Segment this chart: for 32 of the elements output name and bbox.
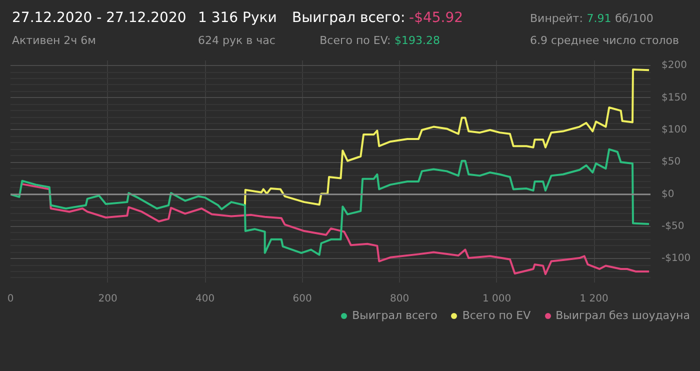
- text: Всего по EV:: [320, 34, 391, 47]
- x-tick-label: 800: [390, 294, 410, 304]
- legend-label: Выиграл без шоудауна: [556, 309, 690, 322]
- legend-label: Выиграл всего: [352, 309, 438, 322]
- y-tick-label: -$50: [662, 221, 684, 232]
- text: 6.9 среднее число столов: [530, 34, 679, 47]
- x-tick-label: 600: [292, 294, 312, 304]
- line-series: [21, 183, 650, 276]
- x-tick-label: 0: [7, 294, 14, 304]
- legend-label: Всего по EV: [462, 309, 531, 322]
- line-series: [10, 148, 650, 256]
- y-tick-label: $50: [662, 156, 681, 168]
- x-tick-label: 1 200: [580, 294, 608, 304]
- y-tick-label: $0: [662, 188, 674, 200]
- text: 624 рук в час: [198, 34, 276, 47]
- text: Выиграл всего:: [292, 10, 406, 26]
- text: Винрейт:: [530, 12, 583, 25]
- text: -$45.92: [409, 10, 464, 26]
- x-tick-label: 400: [195, 294, 215, 304]
- x-tick-label: 200: [98, 294, 118, 304]
- text: 27.12.2020 - 27.12.2020: [12, 10, 186, 26]
- text: 7.91: [586, 12, 612, 25]
- text: бб/100: [615, 12, 654, 25]
- line-series: [244, 68, 650, 206]
- y-tick-label: -$100: [662, 253, 691, 264]
- y-tick-label: $100: [662, 124, 687, 136]
- text: $193.28: [394, 34, 440, 47]
- x-tick-label: 1 000: [482, 294, 512, 304]
- y-tick-label: $150: [662, 92, 687, 104]
- y-tick-label: $200: [662, 60, 687, 72]
- text: 1 316 Руки: [198, 10, 277, 26]
- text: Активен 2ч 6м: [12, 34, 96, 47]
